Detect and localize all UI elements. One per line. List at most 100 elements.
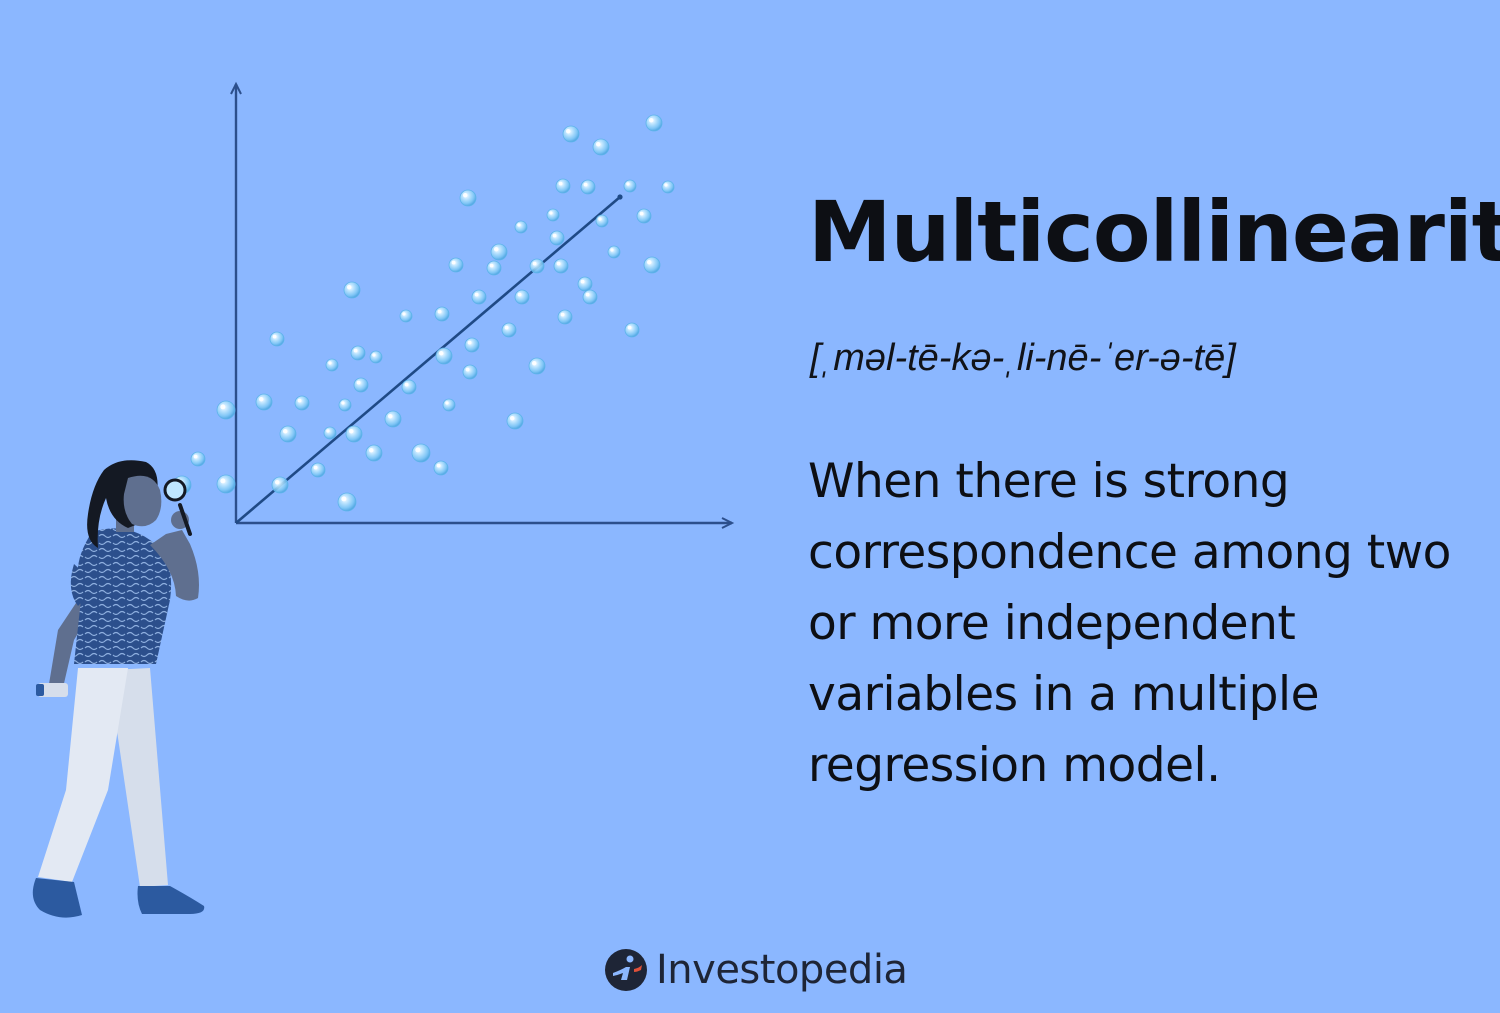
bubble-marker [434,306,450,322]
bubble-highlight [353,348,358,353]
bubble-highlight [368,447,374,453]
bubble-highlight [348,428,354,434]
bubble-highlight [517,223,521,227]
bubble-marker [514,220,528,234]
bubble-marker [294,395,310,411]
bubble-highlight [532,261,537,266]
bubble-highlight [313,465,318,470]
bubble-marker [471,289,487,305]
bubble-marker [464,337,480,353]
bubble-marker [582,289,598,305]
bubble-marker [645,114,663,132]
bubble-highlight [580,279,585,284]
bubble-marker [411,443,431,463]
page-title: Multicollinearity [808,183,1500,281]
bubble-highlight [493,246,499,252]
bubble-marker [190,451,206,467]
bubble-highlight [356,380,361,385]
bubble-highlight [438,350,444,356]
bubble-highlight [220,478,226,484]
bubble-highlight [437,309,442,314]
bubble-marker [442,398,456,412]
bubble-highlight [517,292,522,297]
bubble-marker [433,460,449,476]
bubble-marker [553,258,569,274]
bubble-marker [580,179,596,195]
bubble-highlight [445,401,449,405]
bubble-highlight [272,334,277,339]
bubble-highlight [531,360,537,366]
bubble-marker [435,347,453,365]
brand-footer: Investopedia [604,944,908,996]
bubble-highlight [583,182,588,187]
bubble-marker [506,412,524,430]
bubble-marker [592,138,610,156]
bubble-highlight [465,367,470,372]
investopedia-logo-icon [605,949,647,991]
bubble-highlight [387,413,393,419]
bubble-marker [595,214,609,228]
bubble-marker [255,393,273,411]
bubble-marker [323,426,337,440]
bubble-highlight [664,183,668,187]
bubble-marker [462,364,478,380]
bubble-marker [401,379,417,395]
bubble-highlight [474,292,479,297]
bubble-highlight [436,463,441,468]
bubble-marker [279,425,297,443]
bubble-highlight [258,396,264,402]
bubble-marker [528,357,546,375]
bubble-marker [369,350,383,364]
bubble-marker [384,410,402,428]
bubble-highlight [595,141,601,147]
bubble-highlight [372,353,376,357]
bubble-highlight [489,263,494,268]
bubble-highlight [282,428,288,434]
bubble-highlight [415,447,421,453]
bubble-highlight [560,312,565,317]
bubble-marker [337,492,357,512]
bubble-highlight [558,181,563,186]
bubble-highlight [565,128,571,134]
bubble-highlight [328,361,332,365]
bubble-highlight [585,292,590,297]
bubble-marker [577,276,593,292]
bubble-highlight [326,429,330,433]
bubble-highlight [556,261,561,266]
definition-text: When there is strong correspondence amon… [808,454,1451,793]
bubble-highlight [509,415,515,421]
bubble-highlight [341,496,347,502]
bubble-marker [325,358,339,372]
bubble-marker [365,444,383,462]
bubble-marker [607,245,621,259]
bubble-highlight [341,401,345,405]
bubble-highlight [467,340,472,345]
bubble-highlight [297,398,302,403]
bubble-highlight [627,325,632,330]
bubble-marker [353,377,369,393]
bubble-marker [350,345,366,361]
bubble-marker [661,180,675,194]
bubble-marker [399,309,413,323]
bubble-marker [269,331,285,347]
bubble-marker [448,257,464,273]
bubble-highlight [404,382,409,387]
bubble-marker [271,476,289,494]
bubble-marker [514,289,530,305]
bubble-marker [338,398,352,412]
bubble-highlight [610,248,614,252]
bubble-highlight [402,312,406,316]
bubble-highlight [639,211,644,216]
bubble-highlight [646,259,652,265]
woman-figure [32,460,205,918]
bubble-marker [557,309,573,325]
bubble-marker [555,178,571,194]
bubble-highlight [504,325,509,330]
bubble-marker [486,260,502,276]
bubble-marker [549,230,565,246]
bubble-marker [624,322,640,338]
bubble-marker [343,281,361,299]
illustration [32,81,735,918]
bubble-highlight [220,404,226,410]
bubble-highlight [274,479,280,485]
